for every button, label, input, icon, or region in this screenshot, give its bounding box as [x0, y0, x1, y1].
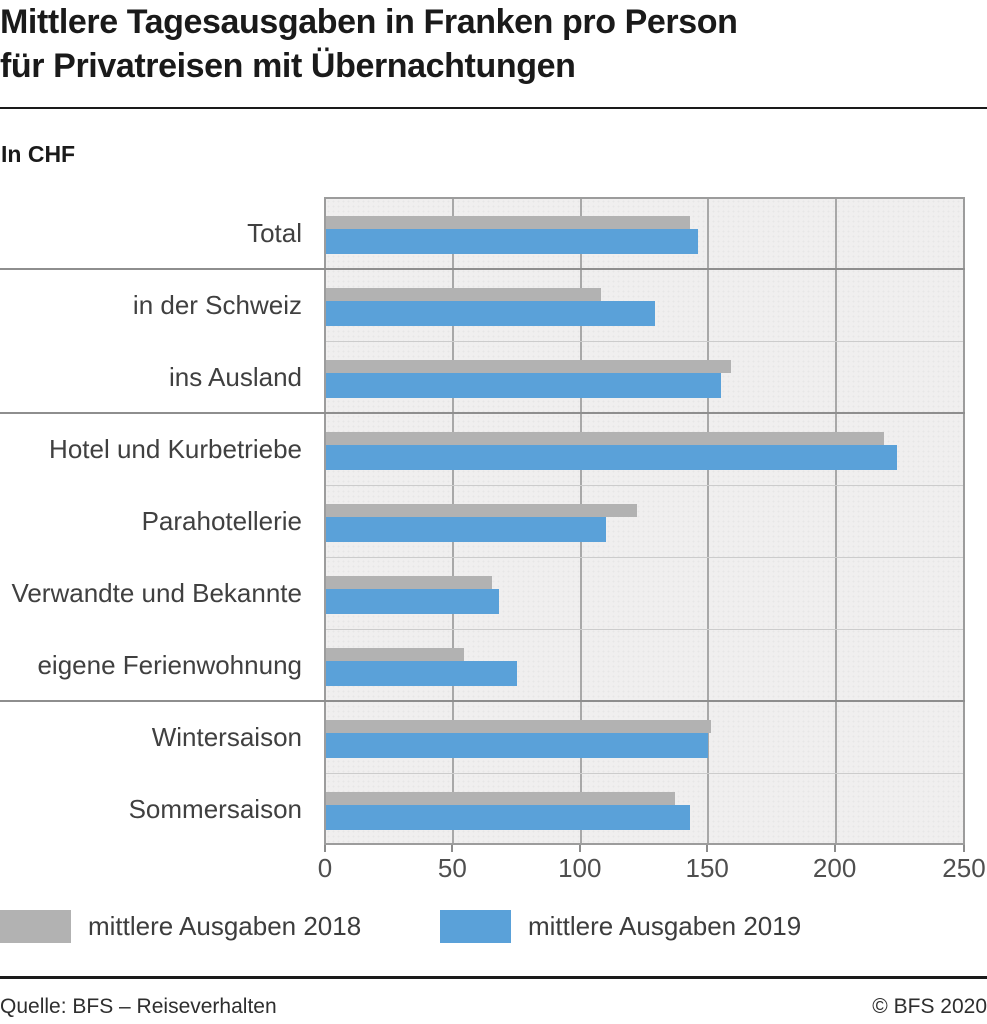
- bar-2018: [326, 792, 676, 805]
- row-divider: [326, 485, 963, 486]
- category-label: ins Ausland: [169, 361, 302, 392]
- unit-label: In CHF: [1, 141, 76, 167]
- bar-2018: [326, 648, 464, 661]
- bar-2019: [326, 733, 709, 758]
- bar-2019: [326, 805, 691, 830]
- legend-swatch-2019: [440, 910, 511, 943]
- group-separator: [0, 268, 965, 270]
- x-axis-tick-100: [578, 845, 581, 852]
- bar-2019: [326, 589, 500, 614]
- x-axis-tick-200: [833, 845, 836, 852]
- bar-2019: [326, 517, 607, 542]
- bar-2019: [326, 301, 655, 326]
- bar-2018: [326, 432, 884, 445]
- x-axis-tick-0: [324, 845, 326, 852]
- bar-chart: Total in der Schweiz ins Ausland Hotel und …: [0, 197, 987, 897]
- x-axis-tick-50: [451, 845, 454, 852]
- x-axis-label-150: 150: [685, 853, 729, 883]
- bar-2019: [326, 661, 518, 686]
- bar-2018: [326, 216, 691, 229]
- chart-legend: mittlere Ausgaben 2018 mittlere Ausgaben…: [0, 910, 987, 944]
- copyright-text: © BFS 2020: [872, 995, 987, 1018]
- category-label: Verwandte und Bekannte: [11, 577, 302, 608]
- gridline-150: [707, 199, 710, 843]
- group-separator: [0, 700, 965, 702]
- group-separator: [0, 412, 965, 414]
- category-label: eigene Ferienwohnung: [37, 649, 302, 680]
- bar-2019: [326, 373, 721, 398]
- bar-2018: [326, 288, 602, 301]
- legend-item-2018: mittlere Ausgaben 2018: [0, 910, 361, 943]
- title-divider: [0, 107, 987, 109]
- bar-2018: [326, 360, 732, 373]
- bar-2019: [326, 445, 897, 470]
- legend-swatch-2018: [0, 910, 71, 943]
- page-title-line2: für Privatreisen mit Übernachtungen: [0, 47, 576, 85]
- category-label: Parahotellerie: [141, 505, 302, 536]
- bar-2018: [326, 576, 492, 589]
- page-footer: Quelle: BFS – Reiseverhalten © BFS 2020: [0, 976, 987, 1019]
- page-title-line1: Mittlere Tagesausgaben in Franken pro Pe…: [0, 3, 738, 41]
- x-axis-tick-150: [706, 845, 709, 852]
- category-label: in der Schweiz: [132, 289, 302, 320]
- x-axis-label-200: 200: [812, 853, 857, 883]
- row-divider: [326, 557, 963, 558]
- x-axis-label-100: 100: [558, 853, 602, 883]
- source-text: Quelle: BFS – Reiseverhalten: [0, 995, 277, 1018]
- category-label: Wintersaison: [151, 721, 302, 752]
- row-divider: [326, 341, 963, 342]
- category-label: Hotel und Kurbetriebe: [49, 433, 302, 464]
- category-label: Total: [247, 217, 302, 248]
- x-axis-label-250: 250: [942, 853, 986, 883]
- x-axis-tick-250: [963, 845, 965, 852]
- x-axis-label-50: 50: [437, 853, 467, 883]
- legend-label-2018: mittlere Ausgaben 2018: [88, 911, 362, 941]
- row-divider: [326, 773, 963, 774]
- category-label: Sommersaison: [128, 793, 302, 824]
- bar-2018: [326, 504, 637, 517]
- legend-item-2019: mittlere Ausgaben 2019: [440, 910, 801, 943]
- legend-label-2019: mittlere Ausgaben 2019: [528, 911, 802, 941]
- row-divider: [326, 629, 963, 630]
- page-title: Mittlere Tagesausgaben in Franken pro Pe…: [0, 0, 738, 88]
- gridline-200: [834, 199, 837, 843]
- x-axis-label-0: 0: [317, 853, 333, 883]
- bar-2019: [326, 229, 698, 254]
- bar-2018: [326, 720, 711, 733]
